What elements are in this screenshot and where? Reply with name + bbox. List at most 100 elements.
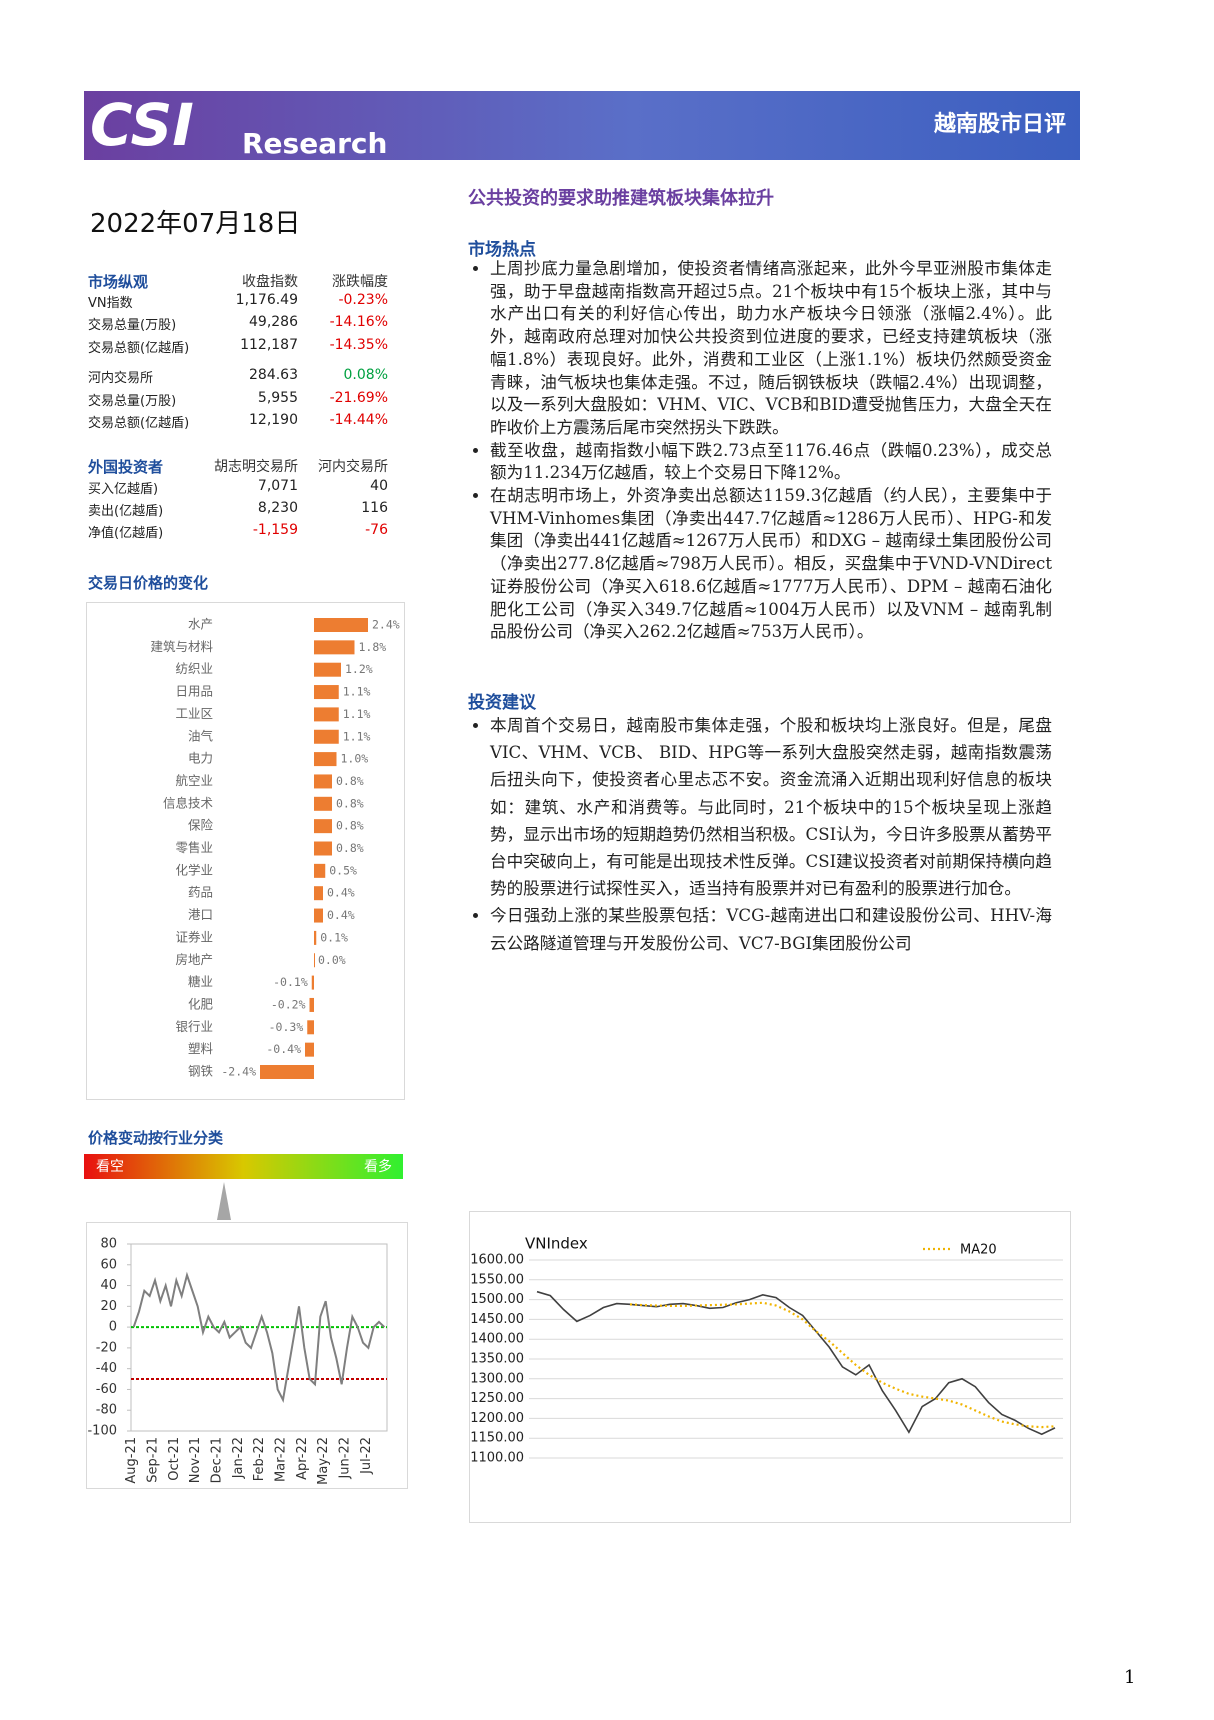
value-label: 0.1%	[320, 930, 348, 944]
y-tick-label: 1450.00	[470, 1312, 524, 1327]
value-label: 2.4%	[372, 618, 400, 632]
section-heading: 市场热点	[468, 240, 536, 260]
table-cell: 卖出(亿越盾)	[88, 504, 164, 519]
article-title: 公共投资的要求助推建筑板块集体拉升	[468, 188, 774, 209]
table-cell: -76	[365, 522, 388, 538]
category-label: 水产	[188, 617, 213, 632]
x-tick-label: Jul-22	[359, 1437, 374, 1475]
value-label: 1.2%	[345, 662, 373, 676]
table-cell: -1,159	[252, 522, 298, 538]
table-cell: 交易总量(万股)	[88, 318, 177, 333]
bar	[314, 930, 317, 945]
table-cell: 8,230	[257, 500, 298, 516]
table-cell: 112,187	[240, 337, 298, 353]
x-tick-label: Aug-21	[124, 1437, 139, 1484]
category-label: 零售业	[175, 840, 213, 855]
bullet: 本周首个交易日，越南股市集体走强，个股和板块均上涨良好。但是，尾盘VIC、VHM…	[490, 712, 1052, 902]
table-cell: 7,071	[257, 478, 298, 494]
y-tick-label: 60	[100, 1257, 117, 1272]
value-label: 1.1%	[343, 729, 371, 743]
table-header: 胡志明交易所	[214, 459, 298, 475]
bullish-label: 看多	[364, 1158, 392, 1175]
table-cell: -0.23%	[338, 292, 388, 308]
category-label: 油气	[188, 728, 214, 743]
table-cell: 12,190	[249, 412, 298, 428]
bar	[314, 752, 337, 767]
bullet: 截至收盘，越南指数小幅下跌2.73点至1176.46点（跌幅0.23%），成交总…	[490, 440, 1052, 485]
bar	[314, 796, 332, 811]
value-label: 1.1%	[343, 707, 371, 721]
table-header: 涨跌幅度	[332, 274, 388, 290]
table-cell: 49,286	[249, 314, 298, 330]
scale-title: 价格变动按行业分类	[88, 1129, 224, 1147]
value-label: 0.0%	[318, 953, 346, 967]
category-label: 建筑与材料	[150, 639, 213, 654]
ma-line	[629, 1301, 1056, 1429]
y-tick-label: 40	[100, 1278, 117, 1293]
category-label: 证券业	[175, 929, 213, 944]
category-label: 化肥	[188, 996, 214, 1011]
bar	[314, 640, 355, 655]
value-label: -0.4%	[266, 1042, 301, 1056]
brand: Research	[242, 127, 387, 160]
value-label: -0.3%	[269, 1020, 304, 1034]
value-label: -0.2%	[271, 997, 306, 1011]
x-tick-label: May-22	[316, 1437, 331, 1485]
y-tick-label: 1500.00	[470, 1292, 524, 1307]
bullet: 上周抄底力量急剧增加，使投资者情绪高涨起来，此外今早亚洲股市集体走强，助于早盘越…	[490, 258, 1052, 440]
x-tick-label: Jan-22	[231, 1437, 246, 1479]
bullet-list: 本周首个交易日，越南股市集体走强，个股和板块均上涨良好。但是，尾盘VIC、VHM…	[468, 712, 1052, 957]
sentiment-scale: 看空 看多	[84, 1154, 403, 1220]
category-label: 电力	[188, 751, 213, 766]
x-tick-label: Oct-21	[167, 1437, 182, 1481]
table-cell: 河内交易所	[88, 371, 154, 386]
x-tick-label: Nov-21	[188, 1437, 203, 1483]
y-tick-label: 1150.00	[470, 1431, 524, 1446]
table-cell: 交易总量(万股)	[88, 394, 177, 409]
table-cell: 1,176.49	[235, 292, 298, 308]
bar	[314, 662, 341, 677]
x-tick-label: Mar-22	[274, 1437, 289, 1482]
bar	[314, 908, 323, 923]
table-cell: -14.16%	[329, 314, 388, 330]
bar	[314, 886, 323, 901]
category-label: 房地产	[175, 952, 213, 967]
y-tick-label: -20	[96, 1340, 117, 1355]
category-label: 纺织业	[175, 661, 213, 676]
table-cell: 40	[370, 478, 388, 494]
sentiment-line	[132, 1271, 386, 1403]
table-header: 外国投资者	[88, 458, 164, 476]
bullet: 在胡志明市场上，外资净卖出总额达1159.3亿越盾（约人民），主要集中于VHM-…	[490, 485, 1052, 644]
value-label: 0.8%	[336, 774, 364, 788]
y-tick-label: 1300.00	[470, 1371, 524, 1386]
value-label: 1.8%	[359, 640, 387, 654]
x-tick-label: Apr-22	[295, 1437, 310, 1480]
table-cell: 交易总额(亿越盾)	[88, 416, 190, 431]
header-band: CSI Research 越南股市日评	[84, 91, 1080, 160]
category-label: 钢铁	[188, 1064, 214, 1079]
bar	[305, 1042, 314, 1057]
category-label: 保险	[188, 818, 214, 833]
y-tick-label: 1600.00	[470, 1253, 524, 1268]
chart-title: 交易日价格的变化	[88, 574, 209, 592]
value-label: 0.8%	[336, 841, 364, 855]
table-header: 收盘指数	[242, 274, 298, 290]
y-tick-label: 1250.00	[470, 1391, 524, 1406]
bar	[307, 1020, 314, 1035]
table-header: 河内交易所	[318, 459, 388, 475]
x-tick-label: Feb-22	[252, 1437, 267, 1481]
x-tick-label: Jun-22	[338, 1437, 353, 1480]
x-tick-label: Dec-21	[210, 1437, 225, 1483]
bullet: 今日强劲上涨的某些股票包括：VCG-越南进出口和建设股份公司、HHV-海云公路隧…	[490, 902, 1052, 956]
y-tick-label: 1100.00	[470, 1451, 524, 1466]
category-label: 日用品	[175, 684, 213, 699]
y-tick-label: 0	[109, 1320, 117, 1335]
value-label: 0.8%	[336, 819, 364, 833]
category-label: 港口	[188, 907, 213, 922]
y-tick-label: -40	[96, 1361, 117, 1376]
category-label: 信息技术	[163, 795, 214, 810]
category-label: 塑料	[188, 1041, 214, 1056]
bar	[314, 707, 339, 722]
table-cell: 买入亿越盾)	[88, 482, 159, 497]
